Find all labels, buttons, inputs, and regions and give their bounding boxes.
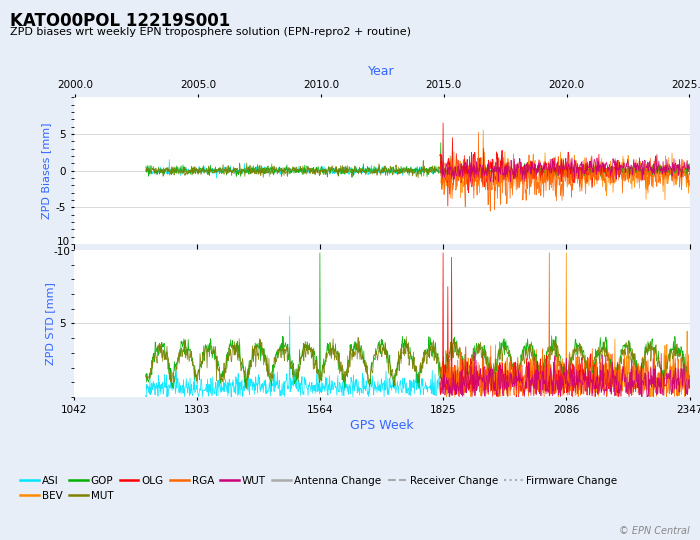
Text: KATO00POL 12219S001: KATO00POL 12219S001	[10, 12, 231, 30]
Y-axis label: ZPD Biases [mm]: ZPD Biases [mm]	[41, 123, 51, 219]
Y-axis label: ZPD STD [mm]: ZPD STD [mm]	[45, 282, 55, 365]
Text: 10: 10	[57, 237, 70, 247]
Text: ZPD biases wrt weekly EPN troposphere solution (EPN-repro2 + routine): ZPD biases wrt weekly EPN troposphere so…	[10, 27, 412, 37]
X-axis label: Year: Year	[368, 65, 395, 78]
Legend: ASI, BEV, GOP, MUT, OLG, RGA, WUT, Antenna Change, Receiver Change, Firmware Cha: ASI, BEV, GOP, MUT, OLG, RGA, WUT, Anten…	[15, 471, 621, 505]
Text: -10: -10	[53, 247, 70, 257]
Text: © EPN Central: © EPN Central	[619, 525, 690, 536]
X-axis label: GPS Week: GPS Week	[350, 418, 413, 431]
